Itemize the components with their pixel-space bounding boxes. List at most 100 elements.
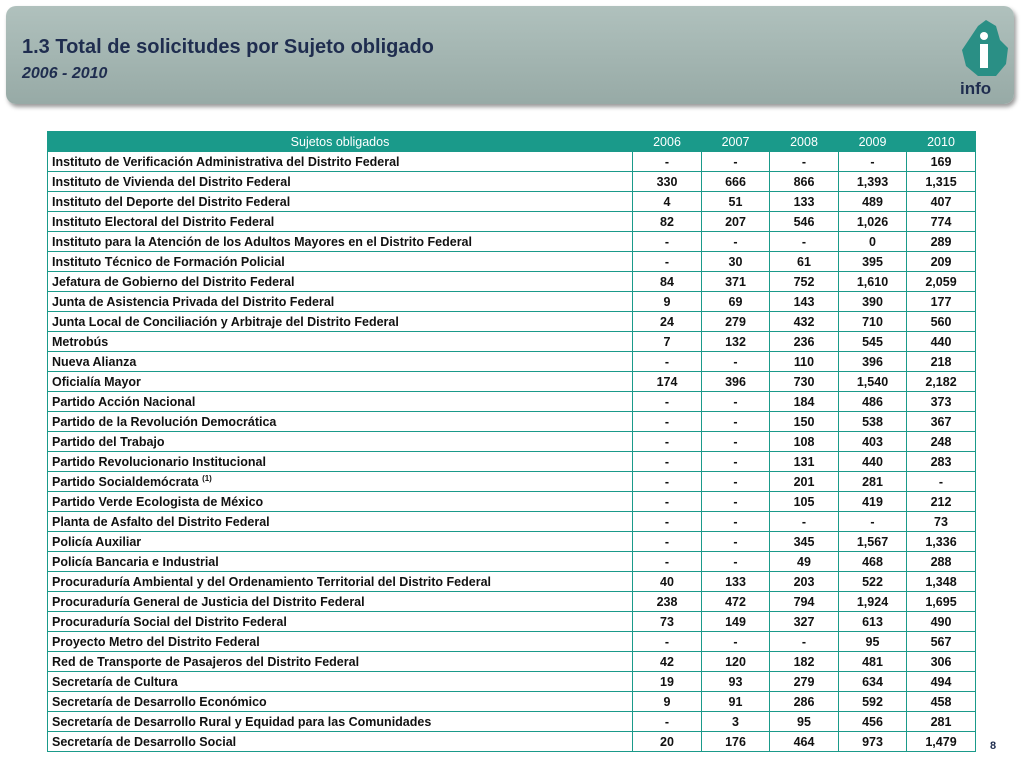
row-name: Partido Verde Ecologista de México: [52, 494, 264, 509]
logo: info: [960, 20, 1008, 98]
column-header: 2008: [769, 131, 839, 152]
table-row: Partido del Trabajo - -108 403 248: [47, 431, 976, 452]
value-cell: 710: [838, 311, 907, 332]
value-cell: 279: [769, 671, 839, 692]
value-cell: 184: [769, 391, 839, 412]
row-name-cell: Proyecto Metro del Distrito Federal: [47, 631, 633, 652]
row-name: Instituto Electoral del Distrito Federal: [52, 214, 275, 229]
value-cell: 19: [632, 671, 702, 692]
value-cell: 1,336: [906, 531, 976, 552]
value-cell: 248: [906, 431, 976, 452]
value-cell: 286: [769, 691, 839, 712]
value-cell: 1,695: [906, 591, 976, 612]
value-cell: 2,182: [906, 371, 976, 392]
table-row: Proyecto Metro del Distrito Federal - - -95…: [47, 631, 976, 652]
value-cell: -: [701, 531, 770, 552]
row-name-cell: Instituto de Verificación Administrativa…: [47, 151, 633, 172]
row-name: Nueva Alianza: [52, 354, 137, 369]
value-cell: 51: [701, 191, 770, 212]
row-name-cell: Junta Local de Conciliación y Arbitraje …: [47, 311, 633, 332]
table-row: Instituto de Verificación Administrativa…: [47, 151, 976, 172]
row-name-cell: Instituto del Deporte del Distrito Feder…: [47, 191, 633, 212]
table-row: Instituto Técnico de Formación Policial -…: [47, 251, 976, 272]
footnote-mark: (1): [202, 473, 212, 483]
row-name: Partido Revolucionario Institucional: [52, 454, 266, 469]
value-cell: 330: [632, 171, 702, 192]
row-name: Policía Auxiliar: [52, 534, 142, 549]
subtitle: 2006 - 2010: [22, 65, 108, 82]
value-cell: 464: [769, 731, 839, 752]
value-cell: 403: [838, 431, 907, 452]
row-name: Metrobús: [52, 334, 109, 349]
value-cell: 545: [838, 331, 907, 352]
logo-text: info: [960, 79, 991, 98]
row-name: Procuraduría Social del Distrito Federal: [52, 614, 287, 629]
row-name: Procuraduría Ambiental y del Ordenamient…: [52, 574, 491, 589]
value-cell: 458: [906, 691, 976, 712]
value-cell: 279: [701, 311, 770, 332]
value-cell: 456: [838, 711, 907, 732]
value-cell: 327: [769, 611, 839, 632]
row-name: Partido de la Revolución Democrática: [52, 414, 277, 429]
table-row: Instituto Electoral del Distrito Federal…: [47, 211, 976, 232]
table-row: Partido Revolucionario Institucional - -13…: [47, 451, 976, 472]
value-cell: -: [701, 431, 770, 452]
value-cell: 203: [769, 571, 839, 592]
value-cell: -: [701, 411, 770, 432]
value-cell: 69: [701, 291, 770, 312]
title: 1.3 Total de solicitudes por Sujeto obli…: [22, 36, 434, 58]
row-name: Secretaría de Cultura: [52, 674, 178, 689]
row-name-cell: Procuraduría Ambiental y del Ordenamient…: [47, 571, 633, 592]
value-cell: 1,348: [906, 571, 976, 592]
value-cell: -: [769, 631, 839, 652]
value-cell: 289: [906, 231, 976, 252]
value-cell: 486: [838, 391, 907, 412]
value-cell: -: [701, 631, 770, 652]
table-row: Junta de Asistencia Privada del Distrito…: [47, 291, 976, 312]
table-row: Nueva Alianza - -110 396 218: [47, 351, 976, 372]
value-cell: 419: [838, 491, 907, 512]
row-name: Instituto del Deporte del Distrito Feder…: [52, 194, 291, 209]
value-cell: -: [701, 151, 770, 172]
value-cell: 973: [838, 731, 907, 752]
value-cell: -: [632, 491, 702, 512]
value-cell: 522: [838, 571, 907, 592]
value-cell: -: [906, 471, 976, 492]
value-cell: 131: [769, 451, 839, 472]
row-name-cell: Partido Revolucionario Institucional: [47, 451, 633, 472]
row-name-cell: Instituto para la Atención de los Adulto…: [47, 231, 633, 252]
value-cell: 489: [838, 191, 907, 212]
value-cell: 367: [906, 411, 976, 432]
row-name-cell: Policía Bancaria e Industrial: [47, 551, 633, 572]
table-row: Policía Bancaria e Industrial - -49 468 288: [47, 551, 976, 572]
value-cell: 91: [701, 691, 770, 712]
value-cell: 432: [769, 311, 839, 332]
value-cell: 61: [769, 251, 839, 272]
table-row: Secretaría de Desarrollo Económico 9 91 286…: [47, 691, 976, 712]
value-cell: -: [838, 511, 907, 532]
row-name: Secretaría de Desarrollo Económico: [52, 694, 267, 709]
value-cell: 1,479: [906, 731, 976, 752]
value-cell: 1,393: [838, 171, 907, 192]
value-cell: 42: [632, 651, 702, 672]
value-cell: 132: [701, 331, 770, 352]
table-row: Procuraduría Social del Distrito Federal…: [47, 611, 976, 632]
value-cell: -: [632, 391, 702, 412]
value-cell: 9: [632, 291, 702, 312]
value-cell: 373: [906, 391, 976, 412]
value-cell: 3: [701, 711, 770, 732]
value-cell: 281: [906, 711, 976, 732]
row-name: Oficialía Mayor: [52, 374, 141, 389]
table-row: Planta de Asfalto del Distrito Federal - -…: [47, 511, 976, 532]
row-name: Partido del Trabajo: [52, 434, 165, 449]
value-cell: 440: [906, 331, 976, 352]
value-cell: 105: [769, 491, 839, 512]
row-name: Planta de Asfalto del Distrito Federal: [52, 514, 270, 529]
value-cell: 95: [838, 631, 907, 652]
value-cell: -: [632, 551, 702, 572]
value-cell: -: [769, 511, 839, 532]
value-cell: 592: [838, 691, 907, 712]
value-cell: -: [769, 231, 839, 252]
value-cell: 95: [769, 711, 839, 732]
value-cell: -: [632, 631, 702, 652]
